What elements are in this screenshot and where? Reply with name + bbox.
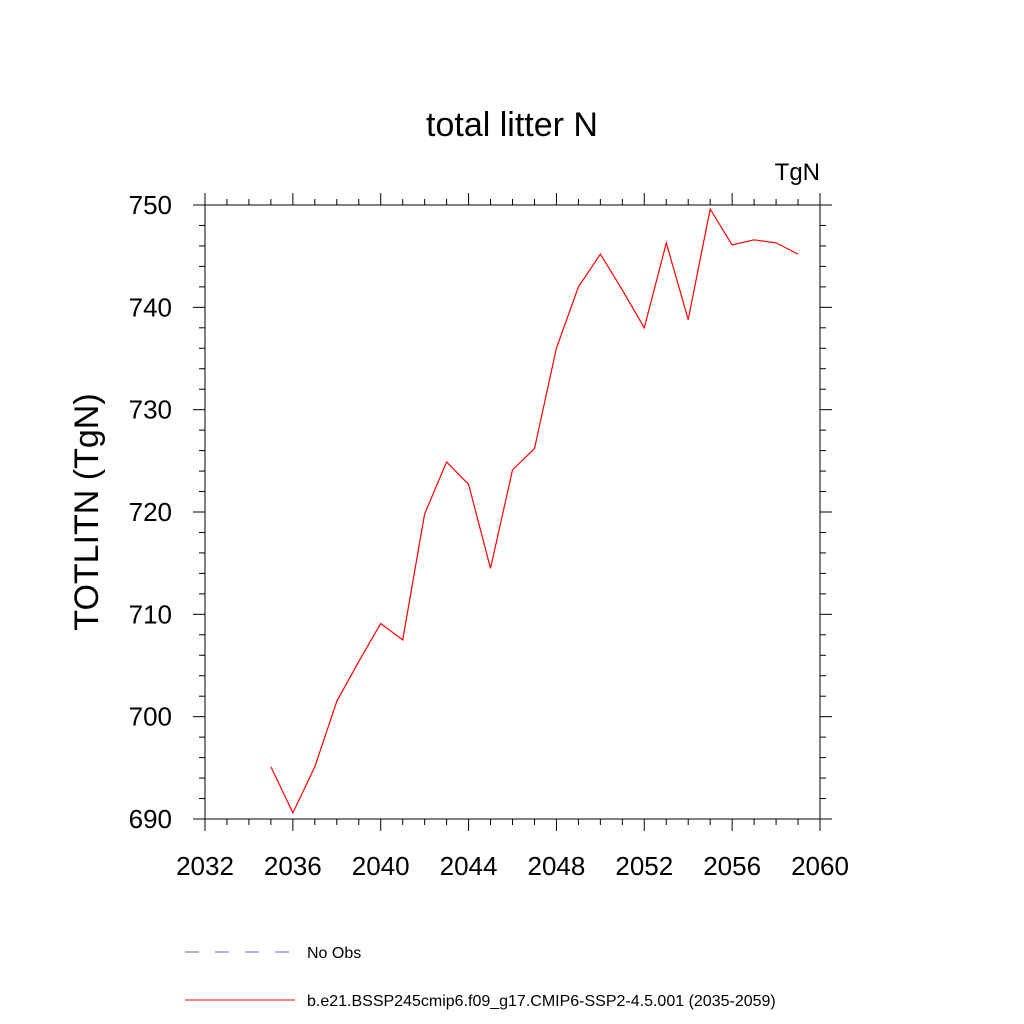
x-tick-label: 2056	[703, 851, 761, 881]
y-tick-label: 720	[129, 497, 172, 527]
axis-ticks	[193, 193, 832, 831]
x-tick-label: 2048	[528, 851, 586, 881]
series-lines	[270, 207, 799, 815]
axis-tick-labels: 2032 2036 2040 2044 2048 2052 2056 2060 690 700 71…	[129, 190, 849, 881]
plot-frame	[204, 204, 821, 820]
y-tick-label: 690	[129, 804, 172, 834]
y-tick-label: 700	[129, 702, 172, 732]
y-tick-label: 740	[129, 292, 172, 322]
x-tick-label: 2060	[791, 851, 849, 881]
y-tick-label: 710	[129, 599, 172, 629]
x-tick-label: 2032	[176, 851, 234, 881]
legend: No Obs b.e21.BSSP245cmip6.f09_g17.CMIP6-…	[185, 945, 776, 1010]
x-tick-label: 2036	[264, 851, 322, 881]
legend-label-model: b.e21.BSSP245cmip6.f09_g17.CMIP6-SSP2-4.…	[307, 993, 776, 1010]
y-tick-label: 730	[129, 395, 172, 425]
y-tick-label: 750	[129, 190, 172, 220]
legend-label-no-obs: No Obs	[307, 945, 361, 962]
x-tick-label: 2052	[615, 851, 673, 881]
y-axis-label: TOTLITN (TgN)	[68, 393, 106, 630]
x-tick-label: 2040	[352, 851, 410, 881]
chart-title: total litter N	[426, 106, 598, 144]
units-label: TgN	[775, 159, 820, 186]
x-tick-label: 2044	[440, 851, 498, 881]
series-line	[270, 207, 799, 815]
